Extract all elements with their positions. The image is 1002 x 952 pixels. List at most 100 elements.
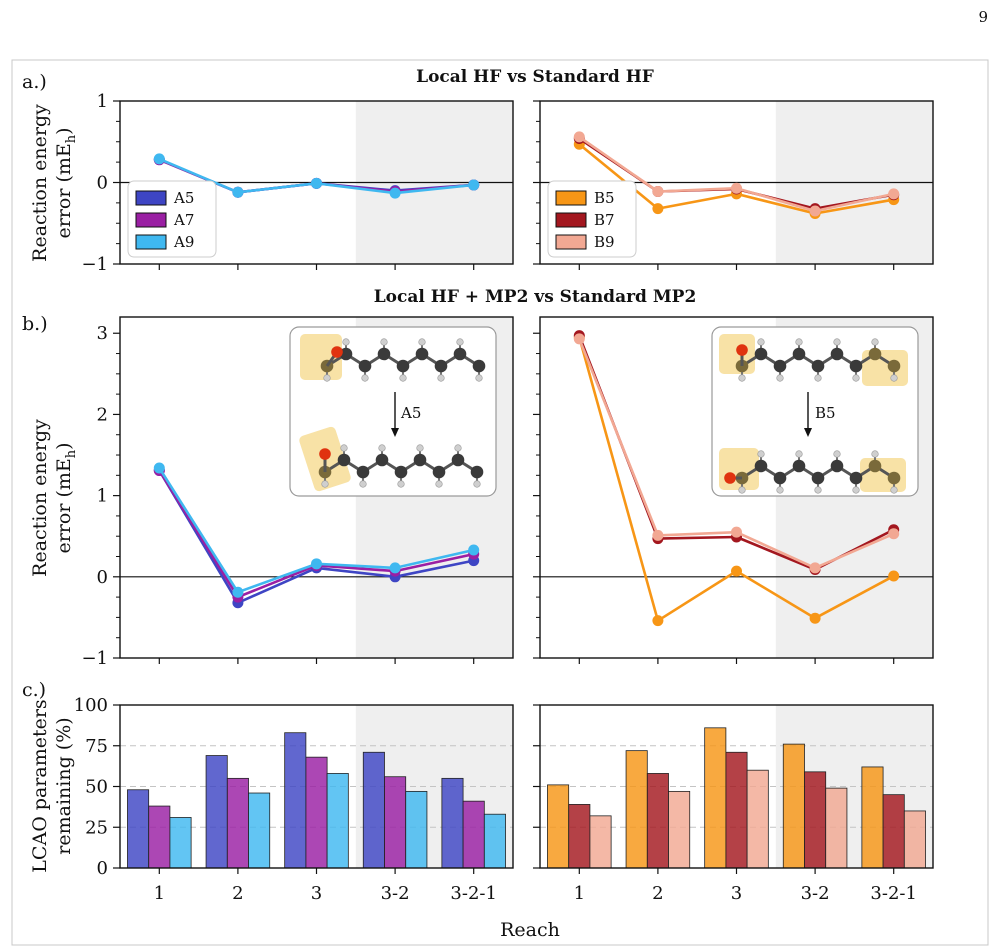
b-right-point-B9-0 [573,333,585,345]
b-left-point-A9-1 [232,586,244,598]
carbon-atom [811,471,825,485]
hydrogen-atom [361,374,369,382]
c-right-bar-B9-0 [589,815,612,869]
carbon-atom [375,453,389,467]
b-right-point-B5-1 [652,615,664,627]
a-left-point-A9-4 [468,179,480,191]
hydrogen-atom [475,374,483,382]
c-right-xtick-label: 2 [652,883,663,904]
c-right-bar-B7-0 [568,804,591,869]
a-left-legend-swatch-A9 [135,234,167,250]
b-left-ytick-label: 2 [97,404,108,425]
c-right-bar-B5-1 [625,750,648,869]
carbon-atom [887,471,901,485]
c-right-bar-B5-4 [861,766,884,869]
hydrogen-atom [340,444,348,452]
panel-b-ylabel-line2: error (mEh) [53,442,79,553]
c-left-bar-A7-0 [148,805,171,869]
carbon-atom [451,453,465,467]
a-right-point-B9-1 [652,185,664,197]
carbon-atom [868,347,882,361]
carbon-atom [434,359,448,373]
hydrogen-atom [738,374,746,382]
panel-a-title: Local HF vs Standard HF [416,67,654,87]
c-right-bar-B9-1 [668,790,691,869]
c-left-xtick-label: 3 [311,883,322,904]
hydrogen-atom [852,486,860,494]
a-right-legend-label-B5: B5 [594,189,615,207]
molecule-b5-product [724,450,901,494]
chart-c-left: 1 2 3 3-2 3-2-1 0 25 50 75 100 [74,695,514,904]
page-number: 9 [978,8,988,26]
c-left-bar-A7-4 [462,800,485,869]
carbon-atom [792,459,806,473]
c-left-ytick-label: 0 [97,858,108,879]
c-left-bar-A9-1 [248,792,271,869]
carbon-atom [887,359,901,373]
carbon-atom [849,359,863,373]
carbon-atom [432,465,446,479]
carbon-atom [377,347,391,361]
a-left-point-A9-2 [311,177,322,189]
b-left-point-A9-0 [153,462,165,474]
panel-b-ylabel-line1: Reaction energy [29,419,51,577]
hydrogen-atom [435,480,443,488]
c-left-ytick-label: 50 [85,777,108,798]
panel-a-ylabel-line2: error (mEh) [53,127,79,238]
b-left-point-A9-2 [311,558,322,570]
c-right-bar-B5-2 [704,727,727,869]
b-right-point-B5-3 [809,612,821,624]
c-right-xtick-label: 3-2 [801,883,830,904]
hydrogen-atom [399,374,407,382]
a-left-legend-label-A7: A7 [173,211,194,229]
a-right-legend-swatch-B9 [555,234,587,250]
figure-frame [11,59,989,946]
hydrogen-atom [380,338,388,346]
carbon-atom [868,459,882,473]
oxygen-atom [724,472,736,484]
carbon-atom [773,471,787,485]
c-right-xtick-label: 3 [731,883,742,904]
c-left-bar-A5-2 [284,732,307,869]
c-left-bar-A5-3 [362,751,385,869]
carbon-atom [470,465,484,479]
c-left-bar-A7-3 [384,776,407,869]
carbon-atom [337,453,351,467]
carbon-atom [358,359,372,373]
a-right-legend-swatch-B7 [555,212,587,228]
carbon-atom [339,347,353,361]
c-right-xtick-label: 1 [574,883,585,904]
hydrogen-atom [776,486,784,494]
c-left-bar-A7-2 [305,756,328,869]
hydrogen-atom [871,338,879,346]
a-left-legend-swatch-A7 [135,212,167,228]
panel-b-label: b.) [22,313,48,335]
hydrogen-atom [757,338,765,346]
panel-a-ylabel-line1: Reaction energy [29,104,51,262]
c-left-bar-A9-2 [326,773,349,869]
a-right-point-B5-1 [652,203,664,215]
a-right-point-B9-3 [809,205,821,217]
hydrogen-atom [397,480,405,488]
inset-b5-highlight-bottom-left [719,448,759,490]
molecule-inset-b5: B5 [711,326,919,497]
c-right-bar-B9-3 [825,787,848,869]
a-left-legend-label-A9: A9 [173,233,194,251]
c-right-bar-B5-0 [547,784,570,869]
carbon-atom [830,347,844,361]
molecule-b5-reactant [735,338,901,382]
hydrogen-atom [437,374,445,382]
b-right-point-B9-3 [809,562,821,574]
c-left-xtick-label: 1 [154,883,165,904]
hydrogen-atom [359,480,367,488]
hydrogen-atom [757,450,765,458]
c-right-bar-B5-3 [782,743,805,869]
panel-c-ylabel-line2: remaining (%) [53,717,75,854]
carbon-atom [792,347,806,361]
a-right-legend-label-B9: B9 [594,233,615,251]
carbon-atom [849,471,863,485]
carbon-atom [453,347,467,361]
panel-b-title: Local HF + MP2 vs Standard MP2 [374,287,697,307]
hydrogen-atom [323,374,331,382]
